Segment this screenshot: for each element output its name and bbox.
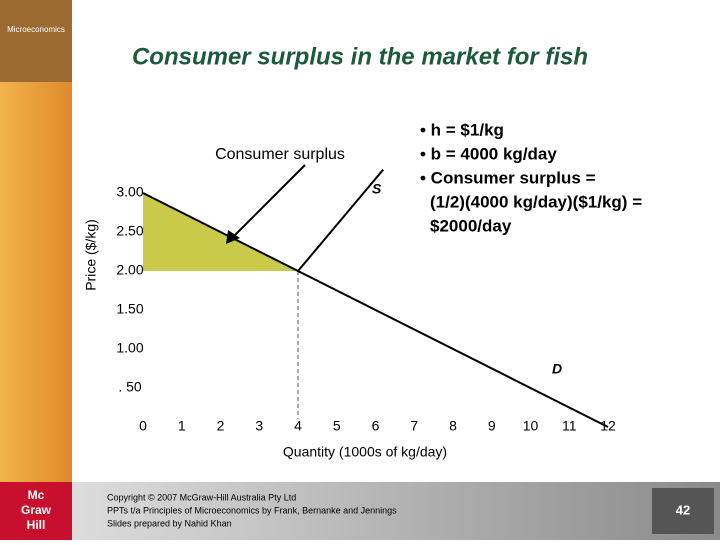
x-tick-label: 12 (600, 418, 616, 434)
x-tick-label: 11 (562, 418, 577, 434)
footer-text: Slides prepared by Nahid Khan (107, 518, 232, 528)
y-tick-label: 3.00 (116, 184, 143, 200)
x-tick-label: 6 (372, 418, 380, 434)
arrow-head (226, 230, 240, 244)
y-axis-label: Price ($/kg) (83, 219, 99, 291)
footer-text: PPTs t/a Principles of Microeconomics by… (107, 505, 397, 515)
book-cover (0, 0, 72, 82)
x-tick-label: 2 (217, 418, 225, 434)
x-tick-label: 7 (410, 418, 418, 434)
note-line: • h = $1/kg (420, 120, 504, 139)
footer-text: Copyright © 2007 McGraw-Hill Australia P… (107, 492, 296, 502)
y-tick-label: 1.00 (116, 340, 143, 356)
surplus-label: Consumer surplus (215, 146, 345, 163)
y-tick-label: . 50 (118, 379, 142, 395)
x-tick-label: 4 (294, 418, 302, 434)
y-tick-label: 1.50 (116, 301, 143, 317)
logo-text: Mc (28, 488, 45, 502)
note-line: • b = 4000 kg/day (420, 144, 557, 163)
logo-box (0, 482, 72, 540)
y-tick-label: 2.00 (116, 262, 143, 278)
x-tick-label: 5 (333, 418, 341, 434)
x-tick-label: 3 (255, 418, 263, 434)
curve-label: S (372, 181, 382, 197)
x-tick-label: 1 (178, 418, 186, 434)
logo-text: Graw (21, 503, 52, 517)
logo-text: Hill (27, 518, 46, 532)
chart-title: Consumer surplus in the market for fish (132, 43, 588, 70)
x-tick-label: 9 (488, 418, 496, 434)
cover-title: Microeconomics (7, 25, 65, 34)
x-tick-label: 10 (523, 418, 539, 434)
note-line: (1/2)(4000 kg/day)($1/kg) = (430, 192, 642, 211)
page-box (652, 488, 714, 534)
x-axis-label: Quantity (1000s of kg/day) (283, 444, 447, 460)
curve (142, 192, 609, 428)
x-tick-label: 8 (449, 418, 457, 434)
y-tick-label: 2.50 (116, 223, 143, 239)
arrow-line (231, 164, 306, 239)
page-number: 42 (676, 502, 690, 517)
note-line: $2000/day (430, 216, 512, 235)
x-tick-label: 0 (139, 418, 147, 434)
note-line: • Consumer surplus = (420, 168, 596, 187)
curve (297, 168, 385, 272)
footer (0, 482, 720, 540)
curve-label: D (552, 361, 562, 377)
